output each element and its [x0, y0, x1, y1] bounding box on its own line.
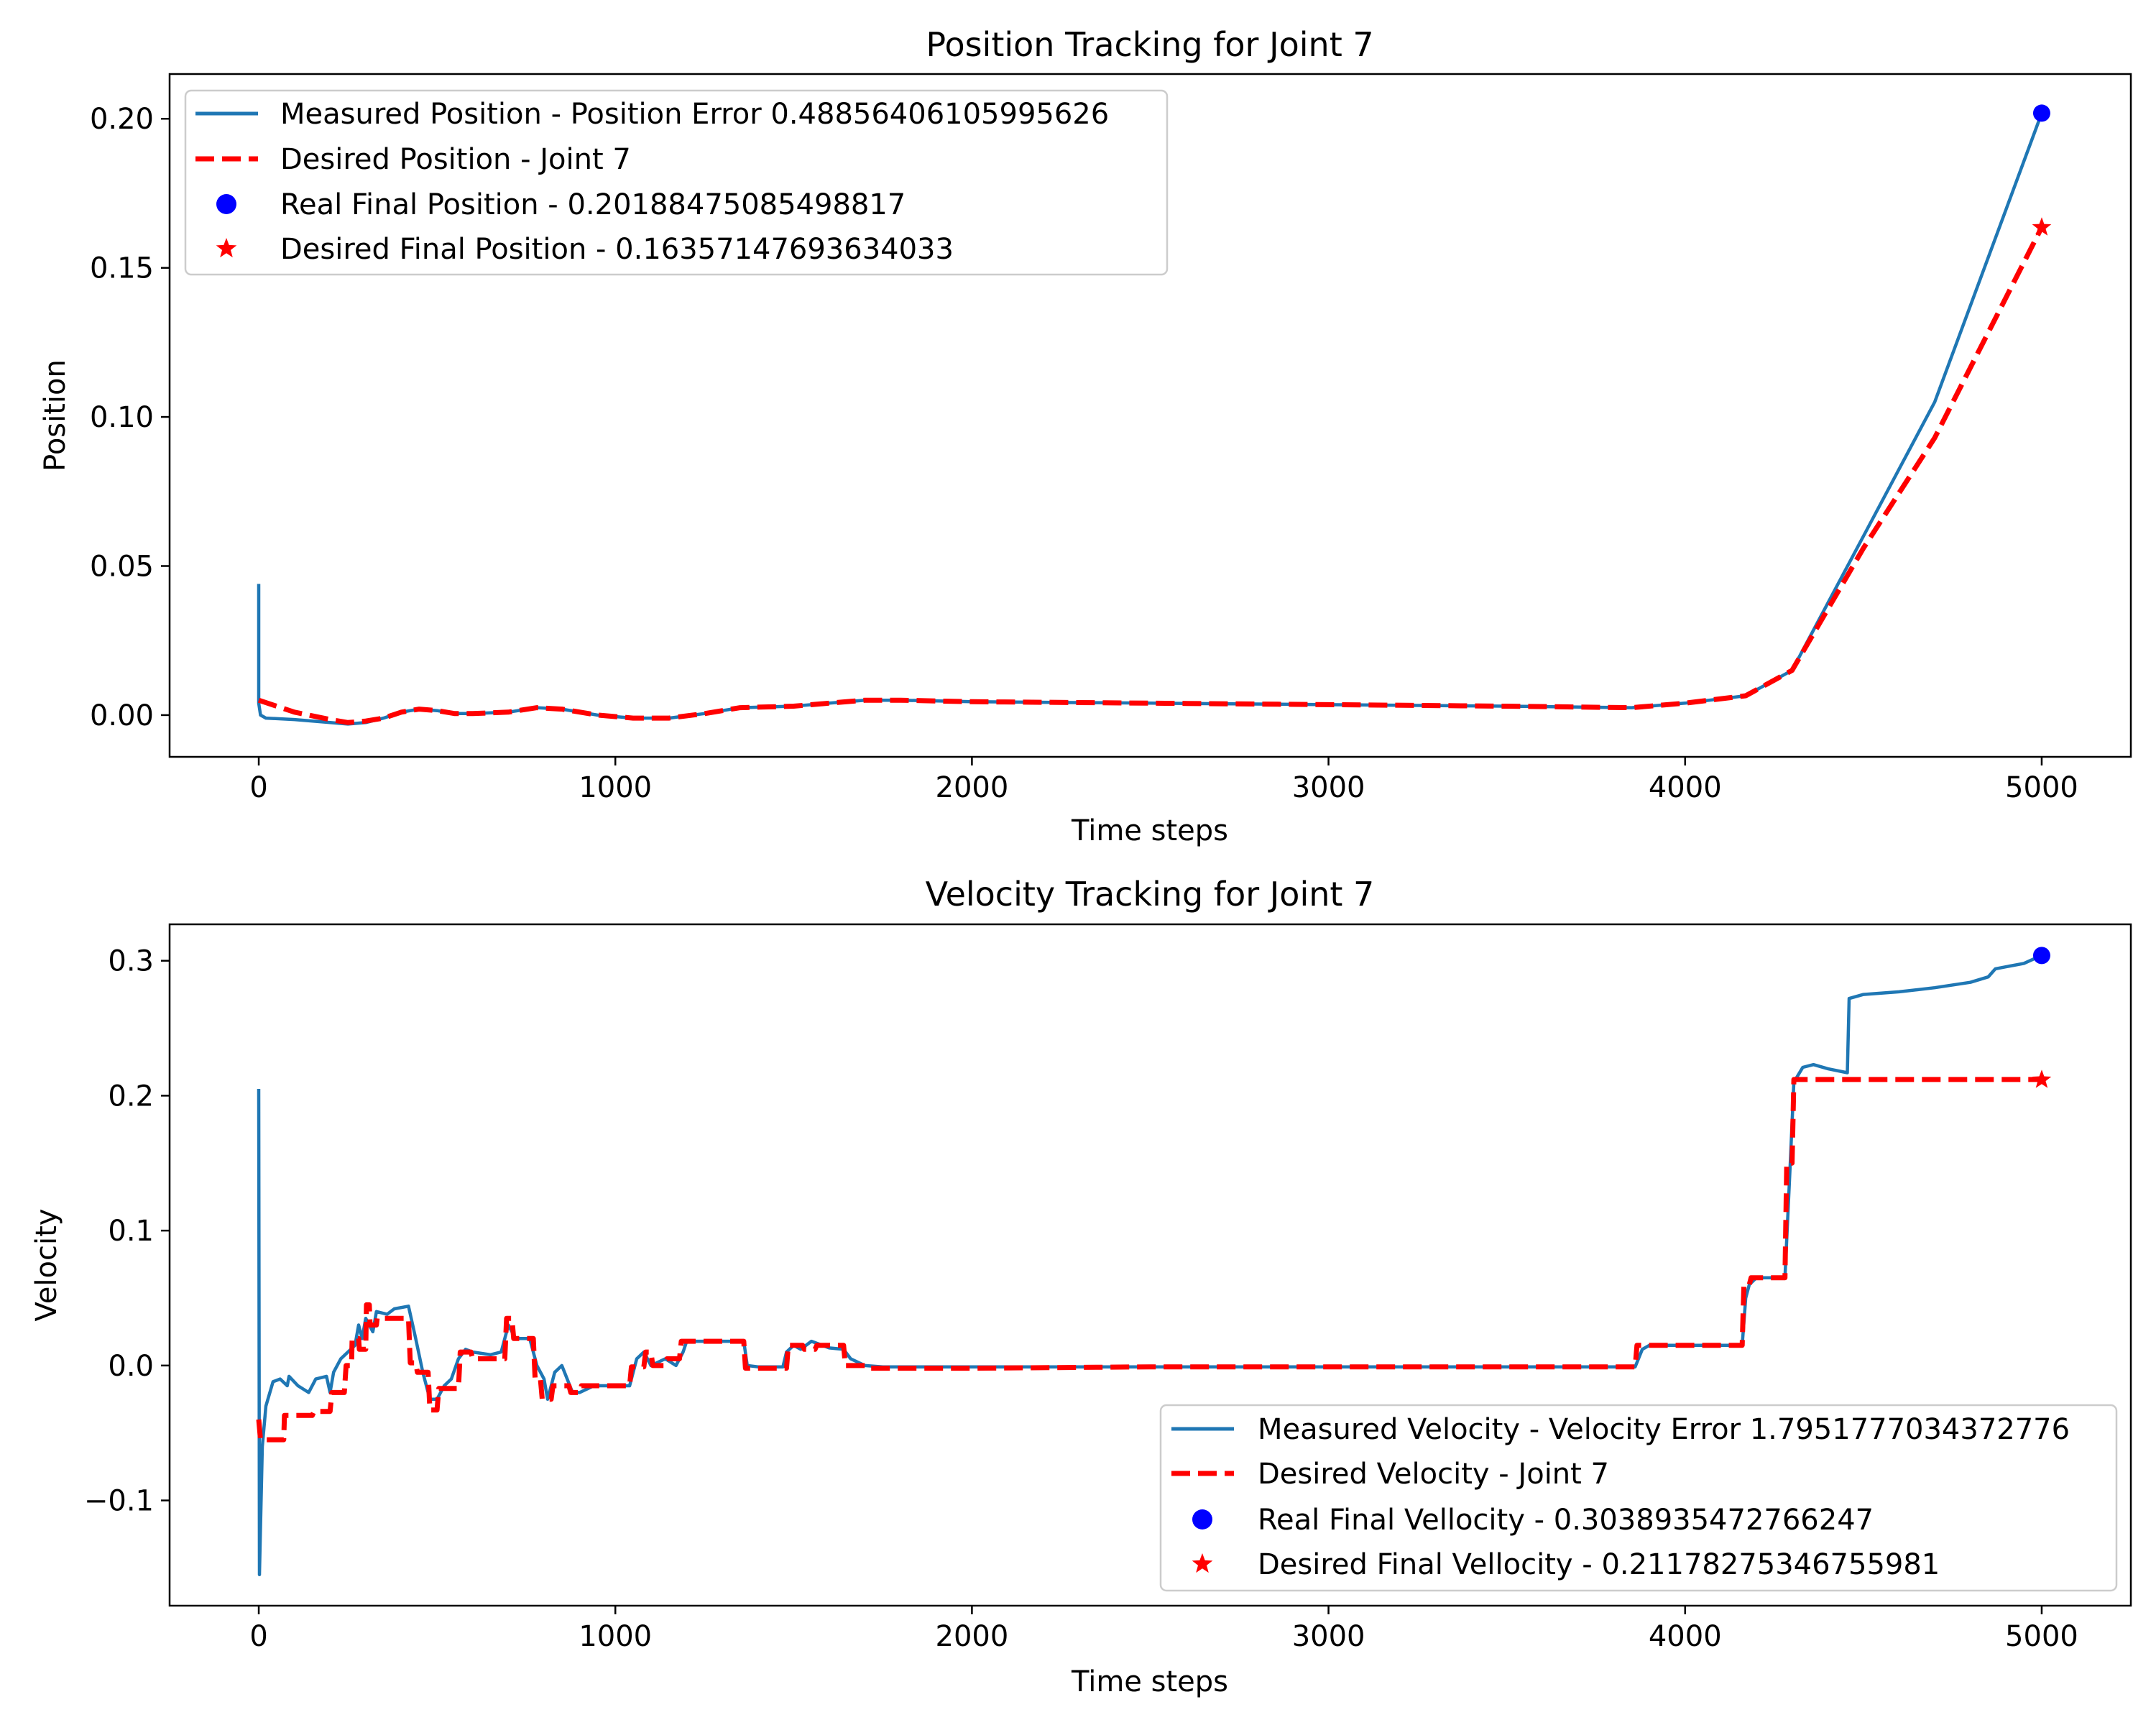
position-plot-area [257, 112, 2045, 726]
position-y-tick-label: 0.20 [90, 103, 154, 136]
velocity-x-tick-label: 0 [249, 1620, 267, 1653]
position-chart-title: Position Tracking for Joint 7 [926, 25, 1373, 64]
velocity-plot-area [256, 954, 2042, 1577]
velocity-y-ticks: −0.1 0.0 0.1 0.2 0.3 [84, 945, 170, 1518]
velocity-legend: Measured Velocity - Velocity Error 1.795… [1159, 1404, 2118, 1592]
velocity-legend-real-final-label: Real Final Vellocity - 0.303893547276624… [1258, 1504, 1874, 1537]
velocity-x-tick-label: 1000 [579, 1620, 652, 1653]
position-x-tick-label: 5000 [2005, 771, 2078, 804]
position-desired-final-marker [2032, 217, 2052, 236]
velocity-y-tick-label: 0.3 [108, 945, 154, 978]
position-axes-frame [168, 73, 2132, 758]
velocity-x-ticks: 0 1000 2000 3000 4000 5000 [249, 1606, 2078, 1653]
velocity-x-tick-label: 5000 [2005, 1620, 2078, 1653]
position-legend-box [184, 89, 1169, 276]
position-x-tick-label: 1000 [579, 771, 652, 804]
position-legend-desired-final-label: Desired Final Position - 0.1635714769363… [280, 233, 954, 266]
velocity-legend-real-final-marker [1192, 1509, 1212, 1530]
velocity-y-tick-label: 0.1 [108, 1215, 154, 1248]
position-x-tick-label: 4000 [1649, 771, 1722, 804]
position-y-tick-label: 0.10 [90, 401, 154, 434]
position-x-tick-label: 0 [249, 771, 267, 804]
position-legend-measured-label: Measured Position - Position Error 0.488… [280, 98, 1109, 131]
velocity-y-tick-label: −0.1 [84, 1485, 154, 1518]
position-real-final-marker [2032, 104, 2050, 122]
velocity-y-tick-label: 0.0 [108, 1350, 154, 1383]
velocity-real-final-marker [2032, 947, 2050, 965]
velocity-x-tick-label: 3000 [1292, 1620, 1365, 1653]
position-x-tick-label: 2000 [936, 771, 1009, 804]
position-x-tick-label: 3000 [1292, 771, 1365, 804]
position-y-tick-label: 0.00 [90, 699, 154, 732]
velocity-legend-desired-final-label: Desired Final Vellocity - 0.211782753467… [1258, 1548, 1940, 1581]
position-y-tick-label: 0.15 [90, 252, 154, 285]
position-panel: Position Tracking for Joint 7 Time steps… [39, 25, 2132, 847]
velocity-x-tick-label: 2000 [936, 1620, 1009, 1653]
velocity-axes-frame [168, 923, 2132, 1607]
position-legend-desired-label: Desired Position - Joint 7 [280, 143, 631, 176]
velocity-x-axis-label: Time steps [1071, 1665, 1228, 1698]
position-y-ticks: 0.00 0.05 0.10 0.15 0.20 [90, 103, 170, 732]
velocity-legend-measured-label: Measured Velocity - Velocity Error 1.795… [1258, 1413, 2070, 1446]
position-x-ticks: 0 1000 2000 3000 4000 5000 [249, 757, 2078, 804]
position-legend: Measured Position - Position Error 0.488… [184, 89, 1169, 276]
velocity-chart-title: Velocity Tracking for Joint 7 [926, 875, 1375, 914]
velocity-legend-box [1159, 1404, 2118, 1592]
velocity-desired-final-marker [2032, 1070, 2052, 1088]
velocity-y-tick-label: 0.2 [108, 1080, 154, 1113]
velocity-legend-desired-label: Desired Velocity - Joint 7 [1258, 1458, 1609, 1491]
position-legend-desired-final-marker [216, 238, 237, 258]
position-x-axis-label: Time steps [1071, 814, 1228, 847]
position-y-tick-label: 0.05 [90, 550, 154, 583]
velocity-panel: Velocity Tracking for Joint 7 Time steps… [30, 875, 2132, 1698]
velocity-y-axis-label: Velocity [30, 1209, 63, 1322]
position-desired-line [257, 226, 2045, 725]
position-y-axis-label: Position [39, 359, 72, 472]
velocity-desired-line [256, 1077, 2042, 1443]
position-legend-real-final-marker [216, 194, 236, 214]
position-legend-real-final-label: Real Final Position - 0.2018847508549881… [280, 188, 906, 221]
velocity-x-tick-label: 4000 [1649, 1620, 1722, 1653]
velocity-legend-desired-final-marker [1192, 1553, 1213, 1573]
